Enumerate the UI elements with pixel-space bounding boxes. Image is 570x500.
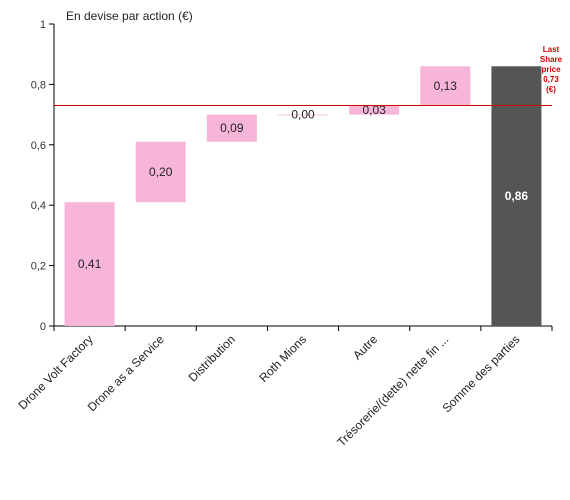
bar-value-label: 0,09 <box>220 121 244 135</box>
x-category-label: Roth Mions <box>256 332 309 385</box>
bar-value-label: 0,41 <box>78 257 102 271</box>
x-category-label: Distribution <box>186 332 238 384</box>
x-category-label: Drone as a Service <box>85 332 167 414</box>
y-tick-label: 0,4 <box>31 200 46 212</box>
reference-line-label-line: Share <box>540 55 563 64</box>
y-tick-label: 0,2 <box>31 261 46 273</box>
waterfall-bar <box>420 66 471 106</box>
y-tick-label: 0 <box>40 321 46 333</box>
bar-value-label: 0,00 <box>291 108 315 122</box>
y-tick-label: 0,6 <box>31 140 46 152</box>
total-bar <box>491 66 542 326</box>
x-category-label: Somme des parties <box>440 332 523 415</box>
bar-value-label: 0,86 <box>505 189 529 203</box>
reference-line-label: Last Share price 0,73 (€) <box>540 45 563 94</box>
bar-value-label: 0,20 <box>149 165 173 179</box>
reference-line-label-line: Last <box>543 45 560 54</box>
x-category-label: Drone Volt Factory <box>16 332 96 412</box>
waterfall-bar <box>278 114 328 116</box>
y-axis-unit-label: En devise par action (€) <box>66 9 193 23</box>
waterfall-bar <box>135 141 186 203</box>
y-tick-label: 1 <box>40 19 46 31</box>
waterfall-bar <box>206 114 257 142</box>
bar-value-label: 0,13 <box>434 79 458 93</box>
y-tick-label: 0,8 <box>31 79 46 91</box>
waterfall-bar <box>349 105 400 115</box>
bar-value-label: 0,03 <box>362 103 386 117</box>
reference-line-label-line: (€) <box>546 85 556 94</box>
waterfall-bar <box>64 202 115 326</box>
reference-line-label-line: price <box>541 65 561 74</box>
x-category-label: Autre <box>350 332 380 362</box>
reference-line-label-line: 0,73 <box>543 75 559 84</box>
